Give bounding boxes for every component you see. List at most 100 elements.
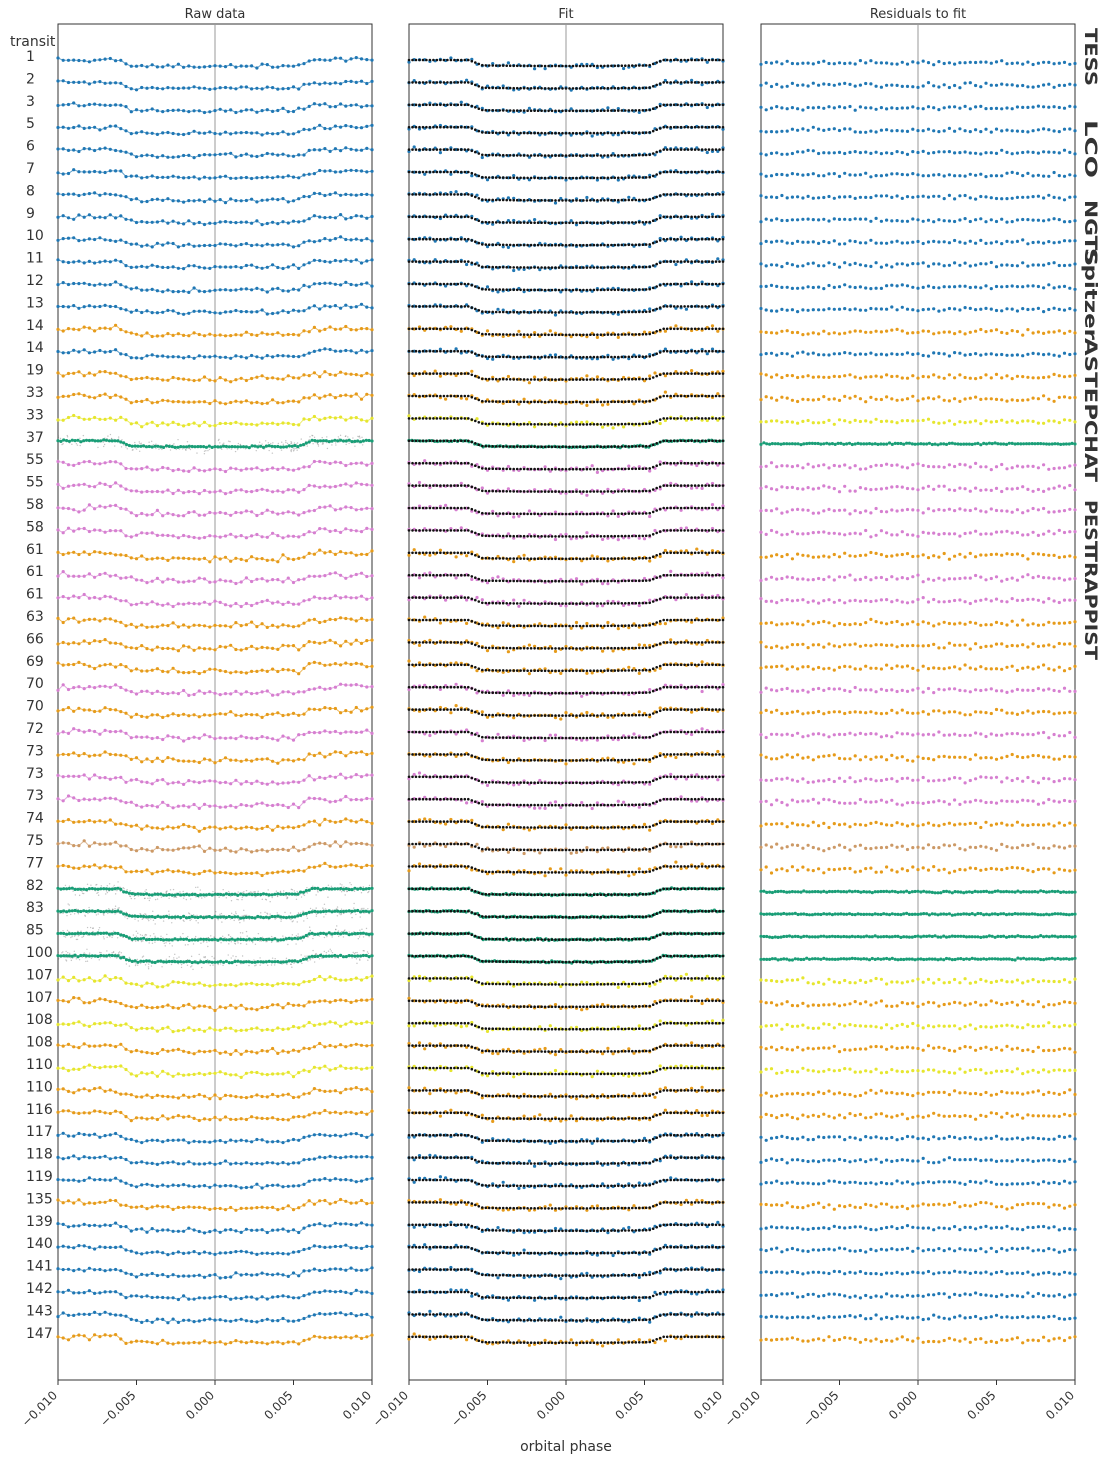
data-point <box>250 981 254 985</box>
data-point <box>66 794 71 798</box>
data-point <box>312 1087 316 1091</box>
data-point <box>108 529 112 533</box>
data-point <box>124 754 128 758</box>
data-point <box>318 168 322 173</box>
data-point <box>93 396 97 400</box>
data-point <box>150 937 154 942</box>
data-point <box>260 690 264 694</box>
data-point <box>356 954 360 958</box>
data-point <box>255 647 259 651</box>
data-point <box>361 909 365 913</box>
data-point <box>250 1050 254 1054</box>
data-point <box>155 1184 159 1188</box>
data-point <box>187 469 191 473</box>
raw-spitzer-point <box>228 934 230 936</box>
data-point <box>124 823 128 827</box>
data-point <box>192 1116 196 1120</box>
data-point <box>73 887 77 892</box>
data-point <box>312 191 316 195</box>
data-point <box>190 444 194 449</box>
data-point <box>161 691 165 696</box>
raw-spitzer-point <box>286 897 288 900</box>
raw-spitzer-point <box>243 891 245 893</box>
data-point <box>192 1139 196 1143</box>
data-point <box>129 778 133 782</box>
data-point <box>87 664 91 668</box>
data-point <box>87 102 91 107</box>
data-point <box>260 308 264 312</box>
data-point <box>107 887 111 891</box>
data-point <box>218 1051 222 1055</box>
data-point <box>77 798 81 803</box>
data-point <box>261 892 266 896</box>
data-point <box>286 64 290 68</box>
raw-spitzer-point <box>222 443 224 445</box>
raw-spitzer-point <box>251 891 253 894</box>
data-point <box>218 644 222 649</box>
raw-spitzer-point <box>367 959 369 961</box>
raw-spitzer-point <box>298 913 300 915</box>
data-point <box>167 915 171 919</box>
data-point <box>162 445 166 449</box>
row-33-lco <box>56 392 374 406</box>
data-point <box>229 1162 233 1166</box>
raw-spitzer-point <box>102 445 105 448</box>
data-point <box>134 265 139 269</box>
data-point <box>284 937 288 941</box>
data-point <box>354 999 358 1003</box>
raw-spitzer-point <box>301 940 304 942</box>
data-point <box>255 691 259 695</box>
data-point <box>119 729 123 733</box>
raw-spitzer-point <box>282 935 284 937</box>
data-point <box>230 892 234 897</box>
data-point <box>182 514 186 518</box>
data-point <box>93 439 97 443</box>
data-point <box>229 490 233 494</box>
data-point <box>176 467 180 472</box>
raw-spitzer-point <box>254 965 256 967</box>
data-point <box>276 65 280 69</box>
data-point <box>208 804 212 808</box>
data-point <box>129 331 133 335</box>
data-point <box>312 595 316 599</box>
data-point <box>302 1046 306 1050</box>
data-point <box>333 147 337 151</box>
data-point <box>182 960 186 964</box>
data-point <box>182 1028 186 1032</box>
raw-spitzer-point <box>168 956 171 958</box>
data-point <box>276 1117 280 1121</box>
data-point <box>182 623 186 627</box>
data-point <box>119 685 123 690</box>
raw-spitzer-point <box>184 448 187 451</box>
data-point <box>93 954 97 958</box>
data-point <box>359 440 363 444</box>
data-point <box>61 730 65 734</box>
data-point <box>312 617 316 622</box>
data-point <box>202 757 207 761</box>
data-point <box>155 311 159 315</box>
data-point <box>93 639 97 643</box>
data-point <box>310 954 314 958</box>
data-point <box>233 959 237 964</box>
data-point <box>365 192 369 196</box>
data-point <box>119 1023 123 1027</box>
data-point <box>218 759 222 763</box>
data-point <box>239 1117 243 1121</box>
data-point <box>218 535 222 539</box>
data-point <box>312 1000 316 1004</box>
data-point <box>136 914 140 919</box>
data-point <box>370 1155 374 1159</box>
data-point <box>155 778 159 783</box>
data-point <box>66 706 71 710</box>
data-point <box>145 848 149 852</box>
data-point <box>82 374 86 378</box>
raw-spitzer-point <box>368 890 370 893</box>
data-point <box>234 1161 238 1165</box>
data-point <box>312 508 316 513</box>
data-point <box>365 124 369 128</box>
data-point <box>208 602 212 606</box>
data-point <box>166 602 170 606</box>
data-point <box>312 349 316 353</box>
data-point <box>108 796 112 800</box>
data-point <box>349 617 353 621</box>
